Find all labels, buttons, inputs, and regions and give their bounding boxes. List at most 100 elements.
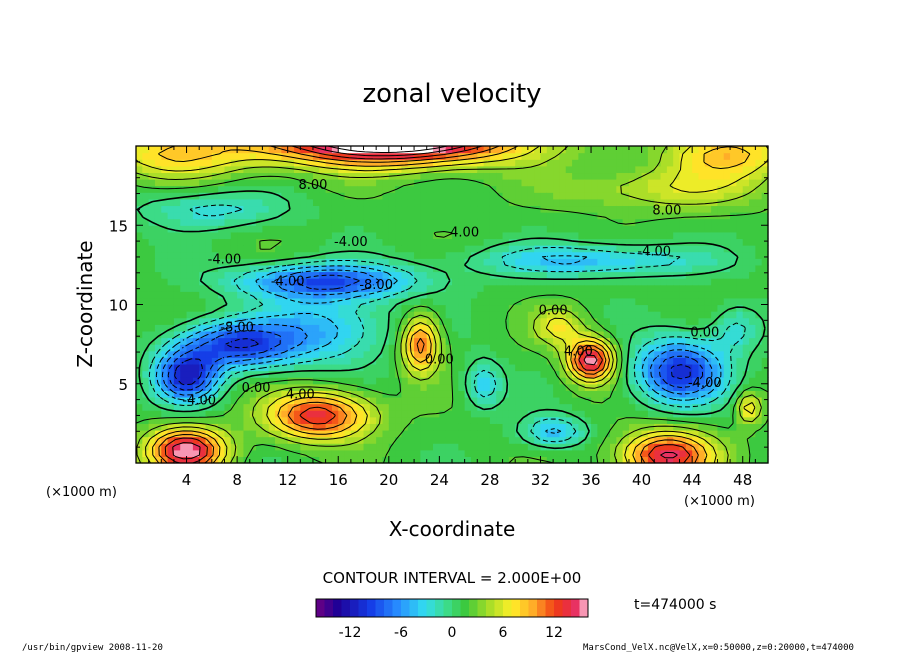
field-cell [369,456,377,464]
field-cell [559,225,567,233]
field-cell [685,212,693,220]
field-cell [628,297,636,306]
field-cell [654,212,662,220]
field-cell [641,344,649,352]
field-cell [584,159,592,167]
field-cell [610,205,617,213]
field-cell [439,423,447,431]
field-cell [515,324,523,332]
field-cell [218,350,226,358]
field-cell [742,317,750,325]
field-cell [641,337,649,345]
field-cell [294,231,301,240]
field-cell [211,198,219,207]
field-cell [388,159,396,167]
field-cell [142,165,150,174]
field-cell [161,429,169,438]
field-cell [382,165,390,174]
field-cell [350,205,358,213]
field-cell [401,264,409,273]
field-cell [673,231,681,240]
field-cell [521,225,529,233]
field-cell [350,429,358,438]
field-cell [641,165,649,174]
contour-label: 0.00 [425,352,454,367]
field-cell [508,423,516,431]
field-cell [294,258,301,266]
field-cell [628,396,636,405]
field-cell [249,185,257,193]
field-cell [464,225,472,233]
field-cell [755,297,763,306]
field-cell [483,231,491,240]
field-cell [515,212,523,220]
field-cell [154,231,162,240]
field-cell [572,146,579,154]
field-cell [489,410,497,418]
field-cell [300,456,308,464]
field-cell [180,311,188,319]
field-cell [312,443,320,451]
field-cell [641,317,649,325]
field-cell [262,231,270,240]
field-cell [628,231,636,240]
field-cell [218,271,226,279]
field-cell [502,410,510,418]
field-cell [483,370,491,378]
field-cell [584,278,592,286]
field-cell [527,357,535,365]
field-cell [622,416,630,424]
field-cell [641,291,649,299]
contour-line [152,145,751,464]
contour-line [327,145,448,153]
field-cell [559,172,567,180]
field-cell [287,377,295,385]
field-cell [591,344,598,352]
field-cell [401,212,409,220]
field-cell [534,271,542,279]
field-cell [692,284,700,292]
field-cell [388,146,396,154]
field-cell [647,403,655,411]
field-cell [521,324,529,332]
field-cell [426,311,434,319]
field-cell [243,344,251,352]
field-cell [142,363,150,372]
field-cell [420,416,428,424]
field-cell [306,317,314,325]
field-cell [414,390,421,398]
field-cell [142,344,150,352]
field-cell [173,152,181,160]
field-cell [142,436,150,444]
field-cell [262,284,270,292]
field-cell [249,416,257,424]
field-cell [622,159,630,167]
field-cell [704,337,712,345]
field-cell [508,429,516,438]
field-cell [591,330,598,339]
field-cell [268,179,276,187]
field-cell [312,429,320,438]
field-cell [679,218,687,226]
field-cell [325,436,333,444]
field-cell [742,264,750,273]
field-cell [426,370,434,378]
field-cell [294,370,301,378]
field-cell [382,264,390,273]
field-cell [230,284,238,292]
field-cell [742,456,750,464]
field-cell [331,218,339,226]
field-cell [742,159,750,167]
field-cell [477,330,485,339]
field-cell [148,423,156,431]
field-cell [224,304,232,312]
field-cell [660,185,668,193]
field-cell [167,179,175,187]
field-cell [199,185,207,193]
field-cell [565,192,573,200]
field-cell [578,423,586,431]
field-cell [154,159,162,167]
field-cell [414,245,421,253]
field-cell [647,245,655,253]
field-cell [325,330,333,339]
